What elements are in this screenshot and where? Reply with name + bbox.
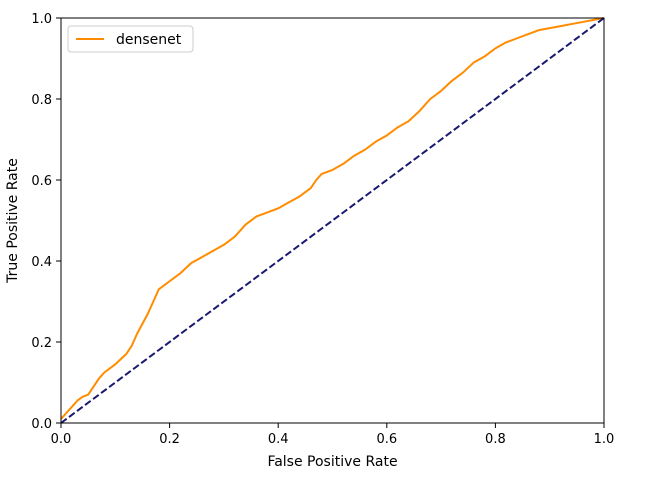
legend: densenet — [67, 25, 194, 53]
y-tick-label: 0.8 — [31, 93, 52, 108]
y-tick-label: 0.6 — [31, 174, 52, 189]
x-tick-label: 0.4 — [268, 432, 289, 447]
y-axis: 0.0 0.2 0.4 0.6 0.8 1.0 — [31, 12, 61, 432]
series-line-densenet — [60, 17, 605, 420]
y-tick-label: 1.0 — [31, 12, 52, 27]
x-tick-label: 1.0 — [594, 432, 615, 447]
legend-label-densenet: densenet — [116, 32, 182, 48]
x-axis: 0.0 0.2 0.4 0.6 0.8 1.0 — [51, 423, 615, 447]
y-tick-label: 0.2 — [31, 336, 52, 351]
x-tick-label: 0.2 — [159, 432, 180, 447]
y-axis-label: True Positive Rate — [5, 158, 21, 284]
x-tick-label: 0.0 — [51, 432, 72, 447]
legend-box — [67, 25, 194, 53]
x-axis-label: False Positive Rate — [267, 454, 397, 470]
x-tick-label: 0.8 — [485, 432, 506, 447]
y-tick-label: 0.0 — [31, 417, 52, 432]
x-tick-label: 0.6 — [376, 432, 397, 447]
y-tick-label: 0.4 — [31, 255, 52, 270]
plot-frame — [60, 17, 605, 424]
diagonal-reference-line — [60, 17, 605, 424]
series-layer — [60, 17, 605, 424]
